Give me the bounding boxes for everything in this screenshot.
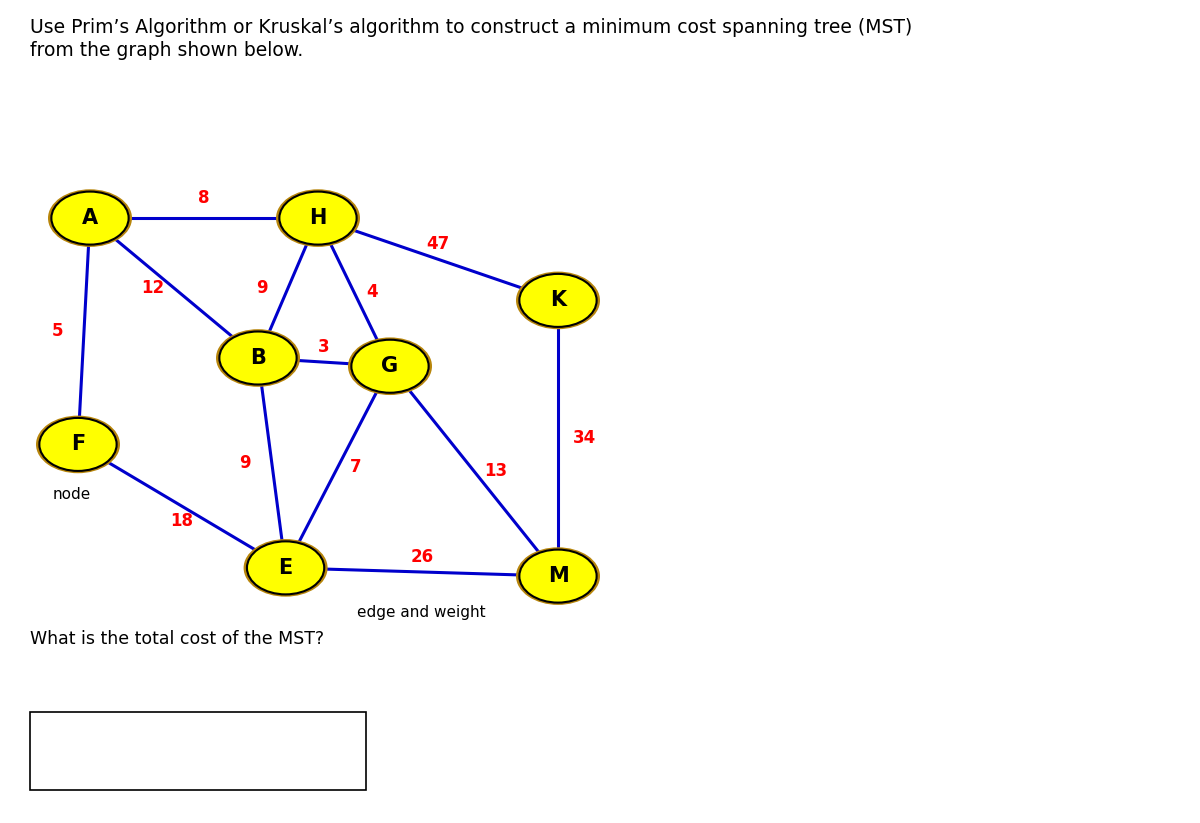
Text: M: M (547, 566, 569, 586)
Circle shape (220, 332, 296, 384)
Text: 5: 5 (52, 323, 64, 340)
Circle shape (36, 416, 120, 473)
Circle shape (280, 192, 356, 244)
Circle shape (516, 272, 600, 329)
Circle shape (520, 274, 596, 327)
Text: node: node (53, 487, 91, 502)
Circle shape (247, 542, 324, 594)
Text: What is the total cost of the MST?: What is the total cost of the MST? (30, 630, 324, 648)
Circle shape (40, 418, 116, 471)
Text: A: A (82, 208, 98, 228)
Text: 13: 13 (484, 463, 508, 480)
Text: 26: 26 (410, 548, 433, 566)
Text: Use Prim’s Algorithm or Kruskal’s algorithm to construct a minimum cost spanning: Use Prim’s Algorithm or Kruskal’s algori… (30, 18, 912, 37)
Text: 9: 9 (256, 279, 268, 297)
Text: edge and weight: edge and weight (358, 605, 486, 620)
Text: F: F (71, 435, 85, 454)
Text: 47: 47 (426, 235, 450, 253)
Text: 34: 34 (572, 430, 596, 447)
Text: 9: 9 (240, 454, 251, 472)
Text: 18: 18 (170, 512, 193, 530)
Text: 12: 12 (140, 279, 164, 297)
Circle shape (48, 189, 132, 247)
Circle shape (348, 337, 432, 395)
Bar (30, 712, 366, 790)
Circle shape (516, 547, 600, 605)
Circle shape (276, 189, 360, 247)
Text: B: B (250, 348, 266, 368)
Circle shape (216, 329, 300, 387)
Text: G: G (382, 356, 398, 376)
Circle shape (520, 550, 596, 602)
Text: 4: 4 (366, 283, 378, 301)
Text: E: E (278, 558, 293, 578)
Text: 8: 8 (198, 188, 210, 207)
Circle shape (52, 192, 128, 244)
Text: 3: 3 (318, 338, 330, 356)
Text: from the graph shown below.: from the graph shown below. (30, 41, 304, 60)
Circle shape (244, 539, 328, 597)
Text: 7: 7 (350, 458, 361, 476)
Circle shape (352, 340, 428, 393)
Text: K: K (550, 291, 566, 310)
Text: H: H (310, 208, 326, 228)
